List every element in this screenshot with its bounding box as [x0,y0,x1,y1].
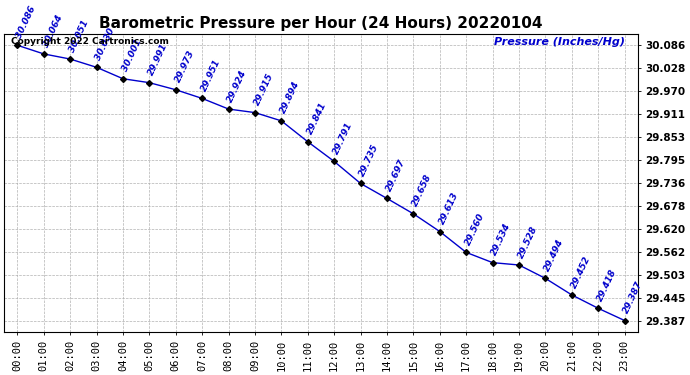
Text: 30.001: 30.001 [120,38,143,73]
Text: 29.951: 29.951 [199,58,222,93]
Text: 29.494: 29.494 [543,238,566,273]
Text: 29.560: 29.560 [464,211,486,247]
Text: 29.387: 29.387 [622,280,645,315]
Text: 30.064: 30.064 [41,13,64,48]
Text: 29.658: 29.658 [411,173,433,208]
Text: 30.030: 30.030 [94,27,117,62]
Text: Copyright 2022 Cartronics.com: Copyright 2022 Cartronics.com [10,37,168,46]
Text: 30.051: 30.051 [68,18,90,54]
Text: 29.924: 29.924 [226,68,249,104]
Text: 29.418: 29.418 [595,268,618,303]
Text: 29.991: 29.991 [147,42,170,77]
Text: 29.613: 29.613 [437,191,460,226]
Text: 29.697: 29.697 [384,158,407,193]
Text: 30.086: 30.086 [14,4,37,40]
Text: 29.894: 29.894 [279,80,302,116]
Text: 29.973: 29.973 [173,49,196,84]
Text: 29.915: 29.915 [253,72,275,107]
Text: 29.452: 29.452 [569,254,592,290]
Title: Barometric Pressure per Hour (24 Hours) 20220104: Barometric Pressure per Hour (24 Hours) … [99,16,543,31]
Text: 29.791: 29.791 [332,121,355,156]
Text: 29.735: 29.735 [358,143,381,178]
Text: 29.528: 29.528 [516,224,539,260]
Text: 29.534: 29.534 [490,222,513,257]
Text: 29.841: 29.841 [305,101,328,136]
Text: Pressure (Inches/Hg): Pressure (Inches/Hg) [494,37,625,47]
